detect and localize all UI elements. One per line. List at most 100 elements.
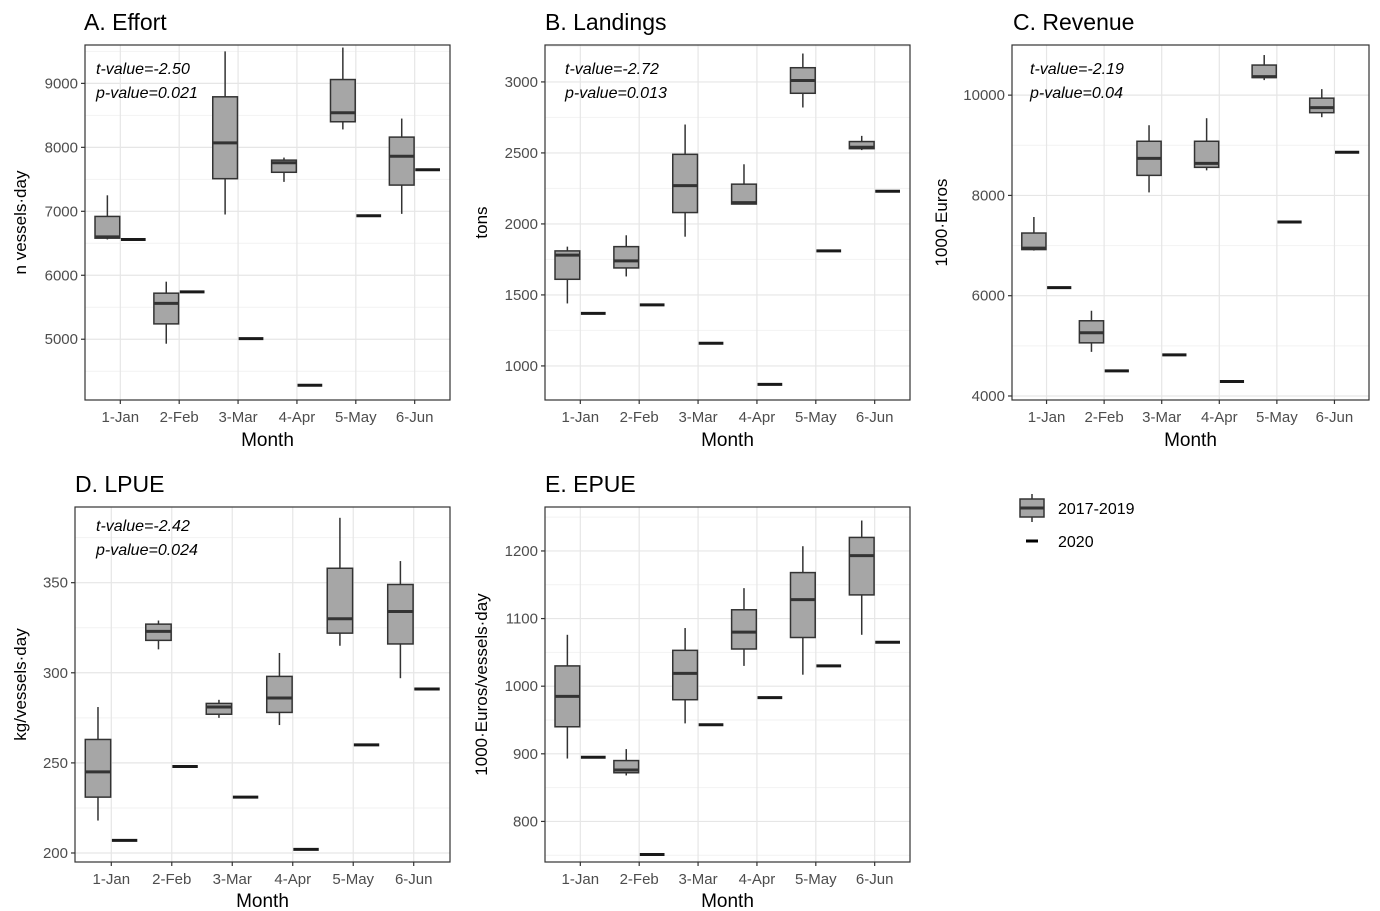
box-iqr — [386, 583, 414, 645]
legend-item-2020: 2020 — [1026, 534, 1094, 551]
x-tick-label: 2-Feb — [620, 409, 659, 426]
stat-annotation: t-value=-2.42 — [96, 518, 190, 535]
y-tick-label: 3000 — [505, 74, 538, 91]
x-tick-label: 4-Apr — [274, 871, 311, 888]
box-2017-2019-4-Apr — [730, 588, 758, 666]
legend-item-2017-2019: 2017-2019 — [1019, 494, 1135, 522]
x-tick-label: 4-Apr — [1201, 409, 1238, 426]
x-tick-label: 1-Jan — [562, 871, 600, 888]
y-tick-label: 300 — [43, 665, 68, 682]
box-2017-2019-6-Jun — [1308, 89, 1335, 118]
y-tick-label: 1000 — [505, 358, 538, 375]
box-iqr — [1021, 232, 1047, 251]
box-2017-2019-3-Mar — [212, 51, 239, 215]
y-tick-label: 6000 — [972, 288, 1005, 305]
box-2017-2019-5-May — [789, 53, 816, 108]
panel-border — [544, 506, 911, 863]
box-2017-2019-1-Jan — [554, 246, 581, 304]
box-iqr — [730, 183, 758, 205]
y-tick-label: 350 — [43, 575, 68, 592]
x-tick-label: 1-Jan — [562, 409, 600, 426]
y-tick-label: 8000 — [45, 139, 78, 156]
box-iqr — [789, 571, 816, 639]
panel-title: C. Revenue — [1013, 9, 1134, 35]
box-iqr — [84, 738, 112, 798]
stat-annotation: t-value=-2.50 — [96, 61, 190, 78]
x-tick-label: 6-Jun — [1316, 409, 1354, 426]
stat-annotation: p-value=0.024 — [95, 542, 198, 559]
x-tick-label: 2-Feb — [152, 871, 191, 888]
legend-label: 2017-2019 — [1058, 501, 1135, 518]
box-2017-2019-1-Jan — [554, 634, 581, 759]
box-2017-2019-2-Feb — [145, 620, 172, 650]
y-tick-label: 250 — [43, 755, 68, 772]
y-tick-label: 5000 — [45, 331, 78, 348]
x-axis-label: Month — [241, 430, 294, 451]
panel-title: A. Effort — [84, 9, 167, 35]
box-iqr — [205, 702, 233, 715]
stat-annotation: p-value=0.021 — [95, 85, 198, 102]
box-iqr — [388, 136, 415, 186]
x-axis-label: Month — [1164, 430, 1217, 451]
y-axis-label: kg/vessels·day — [11, 628, 30, 741]
legend: 2017-2019 2020 — [1019, 494, 1135, 551]
box-iqr — [613, 245, 640, 269]
y-tick-label: 8000 — [972, 187, 1005, 204]
box-2017-2019-2-Feb — [613, 235, 640, 277]
box-iqr — [1308, 97, 1335, 114]
y-tick-label: 1100 — [506, 611, 538, 628]
x-tick-label: 2-Feb — [620, 871, 659, 888]
y-tick-label: 10000 — [963, 87, 1005, 104]
x-tick-label: 2-Feb — [1085, 409, 1124, 426]
box-iqr — [265, 675, 293, 714]
stat-annotation: t-value=-2.19 — [1030, 61, 1124, 78]
box-2017-2019-4-Apr — [730, 164, 758, 205]
y-tick-label: 9000 — [45, 75, 78, 92]
box-iqr — [672, 153, 699, 214]
box-2017-2019-3-Mar — [672, 124, 699, 237]
box-2017-2019-1-Jan — [1021, 216, 1047, 251]
box-iqr — [153, 292, 180, 325]
box-2017-2019-5-May — [789, 546, 816, 675]
box-2017-2019-6-Jun — [388, 118, 415, 214]
y-tick-label: 6000 — [45, 267, 78, 284]
box-iqr — [326, 567, 354, 634]
box-2017-2019-4-Apr — [270, 157, 298, 182]
y-axis-label: 1000·Euros — [932, 179, 951, 267]
box-2017-2019-5-May — [1251, 55, 1278, 81]
x-axis-label: Month — [236, 891, 289, 911]
box-2017-2019-3-Mar — [205, 699, 233, 718]
box-2017-2019-5-May — [326, 517, 354, 646]
x-axis-label: Month — [701, 430, 754, 451]
box-2017-2019-3-Mar — [1136, 125, 1162, 193]
x-tick-label: 6-Jun — [395, 871, 433, 888]
panel-2: 1000 1500 2000 2500 3000 1-Jan 2-Feb 3-Mar 4-Apr… — [472, 9, 911, 451]
box-iqr — [672, 649, 699, 701]
box-2017-2019-2-Feb — [1078, 310, 1105, 352]
x-tick-label: 4-Apr — [739, 409, 776, 426]
box-iqr — [94, 215, 121, 239]
box-2017-2019-2-Feb — [613, 749, 640, 776]
panel-border — [84, 44, 451, 401]
y-tick-label: 4000 — [972, 388, 1005, 405]
x-tick-label: 1-Jan — [1028, 409, 1066, 426]
x-tick-label: 3-Mar — [213, 871, 252, 888]
y-tick-label: 7000 — [45, 203, 78, 220]
y-axis-label: tons — [472, 206, 491, 238]
y-tick-label: 1200 — [505, 543, 538, 560]
box-iqr — [730, 609, 758, 650]
y-tick-label: 1500 — [505, 287, 538, 304]
panel-border — [1011, 44, 1370, 401]
box-2017-2019-4-Apr — [1193, 118, 1220, 171]
panel-title: D. LPUE — [75, 471, 164, 497]
panels: 5000 6000 7000 8000 9000 1-Jan 2-Feb 3-Mar 4-Apr… — [11, 9, 1370, 911]
y-axis-label: n vessels·day — [11, 170, 30, 274]
stat-annotation: p-value=0.013 — [564, 85, 667, 102]
stat-annotation: t-value=-2.72 — [565, 61, 659, 78]
x-tick-label: 6-Jun — [396, 409, 434, 426]
x-tick-label: 4-Apr — [279, 409, 316, 426]
panel-1: 5000 6000 7000 8000 9000 1-Jan 2-Feb 3-Mar 4-Apr… — [11, 9, 451, 451]
y-tick-label: 2500 — [505, 145, 538, 162]
box-iqr — [329, 78, 356, 123]
panel-title: E. EPUE — [545, 471, 636, 497]
